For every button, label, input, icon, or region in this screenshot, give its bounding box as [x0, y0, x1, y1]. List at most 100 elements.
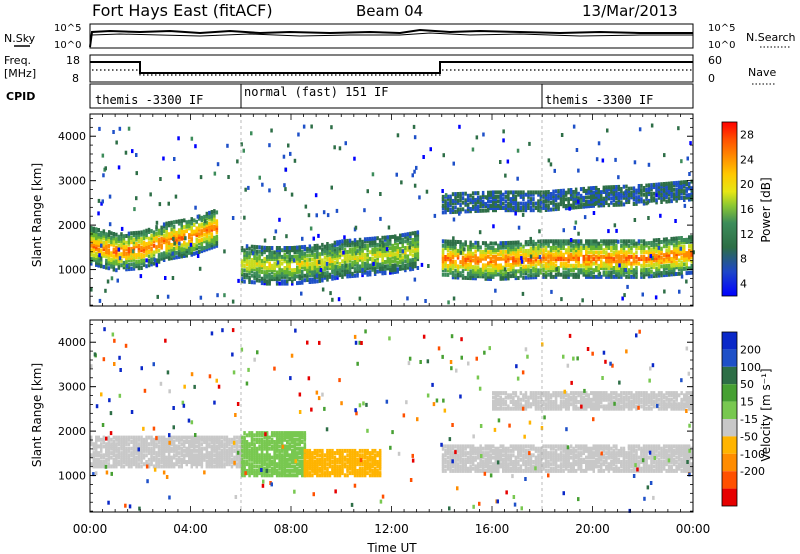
power-cell	[574, 272, 578, 277]
power-cell	[534, 248, 538, 253]
power-cell	[476, 247, 480, 252]
power-cell	[677, 242, 681, 247]
velocity-cell	[288, 437, 291, 442]
velocity-cell	[283, 444, 286, 449]
power-cell	[680, 191, 683, 196]
power-cell	[512, 271, 515, 276]
power-cell	[356, 251, 359, 256]
power-cell	[562, 257, 565, 262]
power-cell	[194, 205, 197, 210]
power-cell	[404, 239, 407, 244]
power-cell	[107, 248, 111, 253]
power-cell	[273, 272, 276, 277]
power-cell	[130, 249, 133, 254]
velocity-cell	[145, 444, 148, 449]
power-cell	[660, 200, 663, 204]
power-cell	[401, 239, 404, 244]
power-cell	[343, 268, 347, 272]
power-cell	[301, 236, 304, 241]
power-cell	[253, 276, 256, 280]
power-cell	[479, 258, 482, 263]
power-cell	[514, 269, 518, 274]
velocity-cell	[92, 451, 95, 456]
power-cell	[464, 267, 467, 271]
power-cell	[512, 242, 515, 247]
velocity-cell	[220, 451, 224, 456]
velocity-cell	[157, 435, 161, 440]
velocity-cell	[288, 444, 291, 449]
velocity-cell	[228, 437, 231, 442]
velocity-cell	[137, 444, 141, 449]
velocity-cell	[160, 442, 163, 447]
power-cell	[595, 185, 598, 190]
power-cell	[587, 272, 590, 277]
power-cell	[236, 159, 239, 164]
velocity-cell	[218, 437, 221, 442]
power-cell	[605, 261, 608, 266]
power-cell	[90, 237, 93, 242]
power-cell	[489, 199, 492, 204]
power-cell	[343, 265, 347, 270]
power-cell	[627, 270, 631, 275]
power-cell	[107, 252, 111, 257]
power-cell	[373, 267, 377, 272]
power-cell	[105, 254, 108, 259]
power-cell	[253, 280, 256, 285]
power-cell	[527, 268, 530, 273]
power-cell	[459, 244, 462, 249]
power-cell	[381, 246, 384, 251]
power-cell	[492, 250, 495, 255]
power-cell	[260, 265, 264, 270]
power-cell	[425, 189, 429, 194]
power-cell	[243, 215, 246, 220]
power-cell	[394, 258, 397, 263]
power-cell	[414, 244, 417, 249]
power-cell	[381, 262, 384, 267]
power-cell	[522, 253, 525, 258]
power-cell	[601, 158, 605, 163]
power-cell	[522, 190, 525, 195]
power-cell	[331, 297, 334, 302]
power-cell	[137, 244, 141, 248]
power-cell	[642, 268, 646, 273]
power-cell	[273, 236, 276, 240]
power-cell	[314, 193, 318, 198]
velocity-cell	[228, 440, 231, 444]
power-cell	[318, 278, 322, 283]
velocity-cell	[248, 464, 251, 469]
power-cell	[296, 258, 299, 263]
power-cell	[331, 258, 334, 263]
power-cell	[680, 251, 683, 256]
power-cell	[655, 193, 658, 198]
power-cell	[650, 198, 653, 203]
power-cell	[306, 271, 309, 276]
power-cell	[208, 224, 211, 229]
power-cell	[499, 241, 502, 246]
velocity-cell	[100, 460, 103, 464]
power-cell	[685, 186, 688, 191]
power-cell	[208, 213, 211, 218]
power-cell	[321, 269, 324, 274]
power-cell	[456, 194, 460, 199]
power-cell	[318, 265, 322, 270]
cpid-panel: CPID themis -3300 IF normal (fast) 151 I…	[6, 83, 694, 109]
velocity-cell	[243, 455, 246, 460]
power-cell	[537, 199, 540, 204]
power-cell	[593, 202, 597, 206]
power-cell	[385, 247, 389, 252]
power-cell	[321, 267, 324, 272]
power-cell	[260, 261, 264, 266]
power-cell	[504, 276, 508, 281]
power-cell	[167, 221, 171, 226]
power-cell	[504, 258, 508, 263]
power-cell	[532, 255, 535, 260]
power-cell	[507, 194, 510, 199]
power-cell	[371, 241, 374, 246]
power-cell	[479, 267, 482, 272]
power-colorbar-tick: 24	[740, 153, 754, 166]
power-cell	[270, 277, 274, 282]
power-cell	[283, 252, 286, 257]
power-cell	[240, 270, 244, 275]
power-cell	[494, 270, 497, 275]
power-cell	[298, 274, 301, 279]
